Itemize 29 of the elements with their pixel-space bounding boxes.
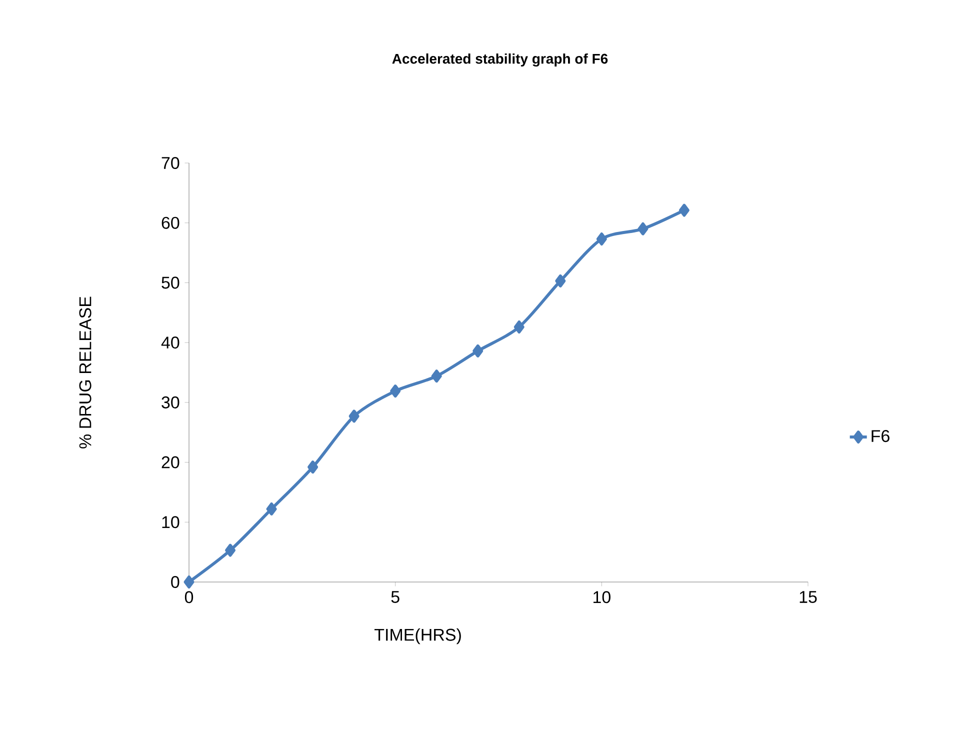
x-tick-label: 10 xyxy=(594,591,610,604)
point xyxy=(638,222,648,236)
y-tick-label: 30 xyxy=(162,396,180,408)
point xyxy=(348,410,360,423)
point xyxy=(431,370,442,383)
point xyxy=(390,384,401,398)
y-tick-label: 0 xyxy=(171,576,180,588)
point xyxy=(514,320,524,334)
point xyxy=(472,344,484,358)
legend-label: F6 xyxy=(872,430,890,442)
point xyxy=(555,274,566,288)
y-tick-label: 10 xyxy=(162,516,180,528)
x-tick-label: 5 xyxy=(391,591,400,603)
chart-title: Accelerated stability graph of F6 xyxy=(392,53,608,67)
x-tick-label: 0 xyxy=(184,591,194,604)
point xyxy=(308,460,318,474)
y-tick-label: 60 xyxy=(162,216,180,229)
point xyxy=(184,576,194,588)
y-tick-label: 50 xyxy=(162,276,180,289)
y-tick-label: 20 xyxy=(162,456,180,468)
y-tick-label: 70 xyxy=(162,156,180,170)
x-tick-label: 15 xyxy=(800,591,817,603)
x-axis-title: TIME(HRS) xyxy=(374,628,461,644)
point xyxy=(678,204,690,217)
point xyxy=(225,544,236,557)
y-axis-title: % DRUG RELEASE xyxy=(79,296,92,448)
y-tick-label: 40 xyxy=(161,336,180,349)
point xyxy=(266,502,277,516)
point xyxy=(596,232,607,246)
